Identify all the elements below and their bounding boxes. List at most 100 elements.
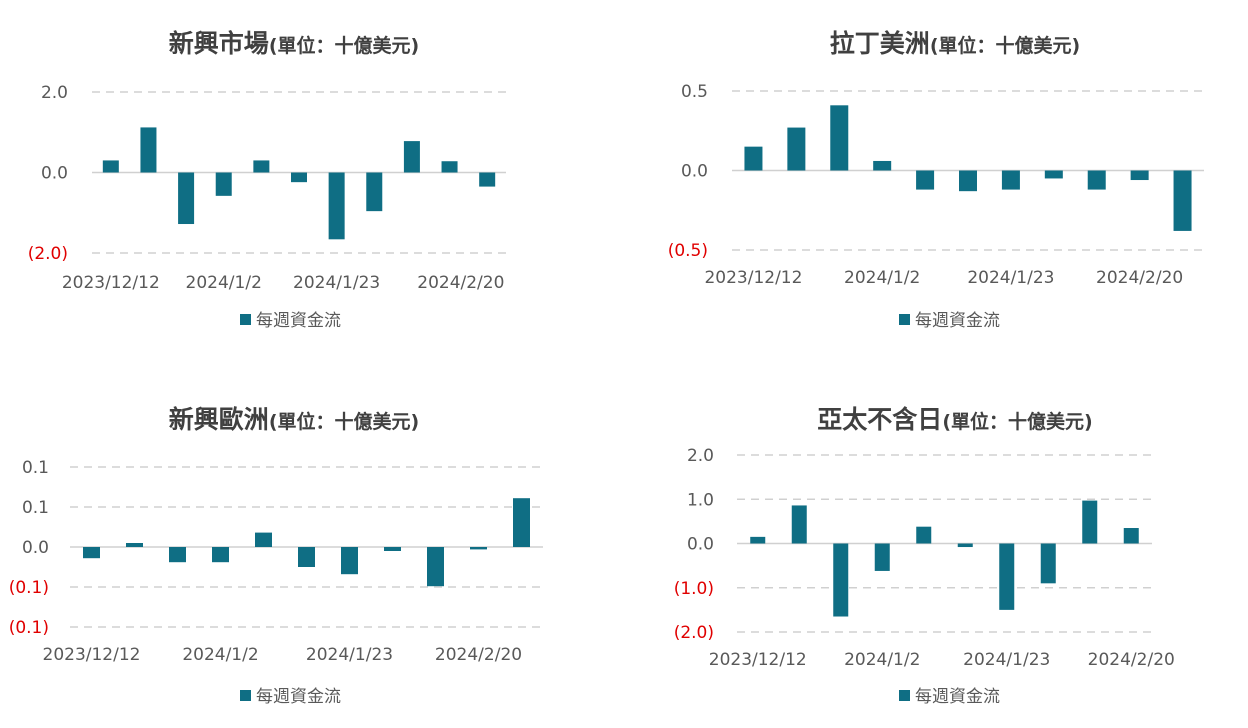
bar	[169, 547, 186, 563]
y-tick-label: 1.0	[687, 490, 714, 510]
bar	[178, 172, 195, 225]
bar	[479, 172, 496, 187]
bar	[384, 547, 401, 551]
x-tick-label: 2023/12/12	[709, 650, 807, 670]
y-tick-label: 2.0	[41, 83, 68, 103]
bar	[1082, 500, 1098, 544]
bar	[253, 160, 270, 173]
y-tick-label: 0.0	[681, 162, 708, 182]
chart-title: 新興歐洲(單位：十億美元)	[169, 405, 419, 434]
y-tick-label: 0.0	[22, 538, 49, 558]
chart-emerging-europe: 新興歐洲(單位：十億美元) 0.1 0.1 0.0 (0.1) (0.1) 2023/12/…	[0, 364, 624, 728]
bar	[441, 161, 458, 173]
x-tick-label: 2024/2/20	[417, 273, 504, 293]
chart-content: 亞太不含日(單位：十億美元) 2.0 1.0 0.0 (1.0) (2.0) 2023/12…	[674, 405, 1175, 707]
chart-title-unit: (單位：十億美元)	[930, 34, 1080, 57]
bar	[291, 172, 307, 183]
y-tick-label: 2.0	[687, 446, 714, 466]
chart-title-main: 新興市場	[169, 29, 269, 58]
bar	[1130, 170, 1149, 181]
chart-asia-pacific-ex-japan: 亞太不含日(單位：十億美元) 2.0 1.0 0.0 (1.0) (2.0) 2023/12…	[624, 364, 1248, 728]
chart-emerging-markets: 新興市場(單位：十億美元) 2.0 0.0 (2.0) 2023/12/12 2024/1…	[0, 0, 624, 364]
bar	[298, 547, 315, 567]
y-tick-label: (0.1)	[9, 618, 49, 638]
y-tick-label: 0.5	[681, 82, 708, 102]
y-tick-label: (0.5)	[668, 241, 708, 261]
bar	[830, 105, 849, 171]
x-tick-label: 2023/12/12	[62, 273, 160, 293]
chart-title-unit: (單位：十億美元)	[942, 410, 1092, 433]
legend: 每週資金流	[899, 687, 1000, 707]
y-tick-label: (2.0)	[674, 623, 714, 643]
chart-svg: 新興市場(單位：十億美元) 2.0 0.0 (2.0) 2023/12/12 2024/1…	[28, 29, 506, 331]
chart-content: 新興歐洲(單位：十億美元) 0.1 0.1 0.0 (0.1) (0.1) 2023/12/…	[9, 405, 543, 707]
x-tick-label: 2024/1/23	[293, 273, 380, 293]
chart-title-main: 亞太不含日	[817, 405, 942, 434]
x-tick-label: 2024/1/23	[963, 650, 1050, 670]
x-tick-label: 2024/2/20	[1096, 268, 1183, 288]
y-tick-label: (0.1)	[9, 578, 49, 598]
y-tick-label: (1.0)	[674, 579, 714, 599]
bar	[427, 547, 444, 587]
bar	[513, 498, 530, 547]
chart-content: 拉丁美洲(單位：十億美元) 0.5 0.0 (0.5) 2023/12/12 2024/1…	[668, 29, 1204, 331]
x-tick-label: 2024/1/23	[967, 268, 1054, 288]
bar	[212, 547, 229, 563]
x-tick-label: 2024/2/20	[435, 645, 522, 665]
chart-title: 新興市場(單位：十億美元)	[169, 29, 419, 58]
bar	[744, 146, 763, 171]
x-tick-label: 2024/1/2	[844, 650, 920, 670]
bar	[403, 141, 420, 173]
bar	[959, 170, 977, 192]
bar	[83, 547, 100, 559]
legend-swatch	[899, 314, 910, 325]
legend: 每週資金流	[240, 687, 341, 707]
x-tick-label: 2024/1/2	[182, 645, 258, 665]
bar	[916, 526, 932, 544]
legend-label: 每週資金流	[915, 687, 1000, 707]
bar	[787, 127, 806, 171]
chart-title-unit: (單位：十億美元)	[269, 34, 419, 57]
bar	[916, 170, 935, 190]
y-tick-label: (2.0)	[28, 244, 68, 264]
y-tick-label: 0.1	[22, 458, 49, 478]
bar	[874, 543, 890, 571]
bar	[999, 543, 1015, 610]
bar	[366, 172, 383, 212]
chart-svg: 拉丁美洲(單位：十億美元) 0.5 0.0 (0.5) 2023/12/12 2024/1…	[668, 29, 1204, 331]
x-tick-label: 2024/1/2	[186, 273, 262, 293]
y-tick-label: 0.1	[22, 498, 49, 518]
bar	[215, 172, 232, 196]
legend-label: 每週資金流	[256, 687, 341, 707]
x-tick-label: 2024/2/20	[1088, 650, 1175, 670]
chart-svg: 新興歐洲(單位：十億美元) 0.1 0.1 0.0 (0.1) (0.1) 2023/12/…	[9, 405, 543, 707]
x-tick-label: 2023/12/12	[704, 268, 802, 288]
chart-svg: 亞太不含日(單位：十億美元) 2.0 1.0 0.0 (1.0) (2.0) 2023/12…	[674, 405, 1175, 707]
x-tick-label: 2024/1/2	[844, 268, 920, 288]
chart-title: 拉丁美洲(單位：十億美元)	[830, 29, 1080, 58]
bar	[126, 543, 143, 547]
bar	[255, 532, 272, 547]
legend-label: 每週資金流	[256, 311, 341, 331]
bar	[750, 536, 766, 544]
bar	[791, 505, 807, 544]
chart-latin-america: 拉丁美洲(單位：十億美元) 0.5 0.0 (0.5) 2023/12/12 2024/1…	[624, 0, 1248, 364]
bar	[957, 543, 973, 548]
y-tick-label: 0.0	[687, 535, 714, 555]
legend-swatch	[899, 690, 910, 701]
bar	[1173, 170, 1192, 231]
bar	[833, 543, 849, 617]
legend-swatch	[240, 690, 251, 701]
chart-title-main: 拉丁美洲	[830, 29, 930, 58]
bar	[470, 547, 487, 550]
bar	[1123, 528, 1139, 544]
x-tick-label: 2023/12/12	[43, 645, 141, 665]
bar	[341, 547, 358, 575]
y-tick-label: 0.0	[41, 164, 68, 184]
bar	[873, 160, 892, 171]
chart-title-main: 新興歐洲	[169, 405, 269, 434]
chart-content: 新興市場(單位：十億美元) 2.0 0.0 (2.0) 2023/12/12 2024/1…	[28, 29, 506, 331]
bar	[1040, 543, 1056, 584]
bar	[1087, 170, 1106, 190]
bar	[140, 127, 157, 173]
